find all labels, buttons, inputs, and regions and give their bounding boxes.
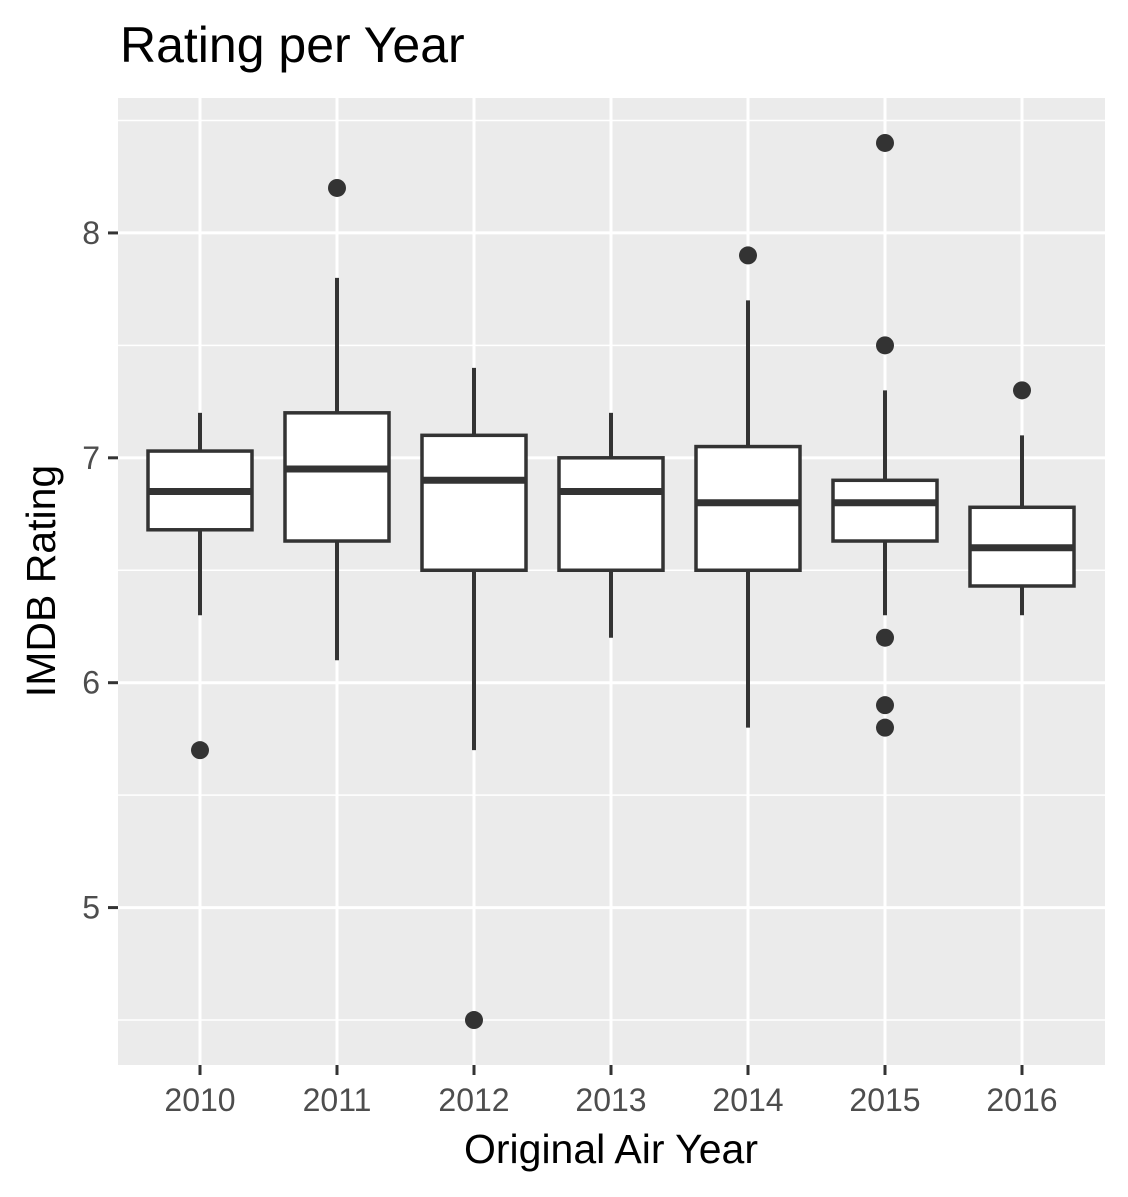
x-tick-label: 2012 <box>438 1082 509 1118</box>
x-tick-label: 2015 <box>849 1082 920 1118</box>
x-tick-label: 2013 <box>575 1082 646 1118</box>
outlier-point <box>876 133 894 152</box>
outlier-point <box>876 336 894 355</box>
x-axis-title: Original Air Year <box>464 1126 758 1172</box>
y-tick-label: 7 <box>82 440 100 476</box>
outlier-point <box>465 1011 483 1030</box>
box-2012 <box>420 367 528 1030</box>
box-iqr <box>831 478 939 543</box>
box-2010 <box>146 412 254 760</box>
x-tick-label: 2016 <box>986 1082 1057 1118</box>
box-iqr <box>420 433 528 573</box>
y-axis-title: IMDB Rating <box>18 465 64 697</box>
outlier-point <box>1013 381 1031 400</box>
box-2014 <box>694 246 802 728</box>
box-2015 <box>831 133 939 737</box>
y-tick-label: 5 <box>82 890 100 926</box>
outlier-point <box>876 628 894 647</box>
box-2013 <box>557 412 665 638</box>
y-tick-label: 8 <box>82 215 100 251</box>
outlier-point <box>328 178 346 197</box>
chart-title: Rating per Year <box>120 17 465 73</box>
box-series <box>146 133 1076 1030</box>
box-iqr <box>557 456 665 573</box>
box-2011 <box>283 178 391 661</box>
outlier-point <box>191 741 209 760</box>
box-iqr <box>283 411 391 543</box>
x-tick-label: 2010 <box>164 1082 235 1118</box>
outlier-point <box>876 718 894 737</box>
outlier-point <box>876 696 894 715</box>
x-tick-label: 2011 <box>303 1082 372 1118</box>
box-2016 <box>968 381 1076 616</box>
x-axis: 2010 2011 2012 2013 2014 2015 2016 <box>164 1065 1058 1118</box>
outlier-point <box>739 246 757 265</box>
y-axis: 5 6 7 8 <box>82 215 118 926</box>
x-tick-label: 2014 <box>712 1082 783 1118</box>
box-iqr <box>694 444 802 573</box>
y-tick-label: 6 <box>82 665 100 701</box>
